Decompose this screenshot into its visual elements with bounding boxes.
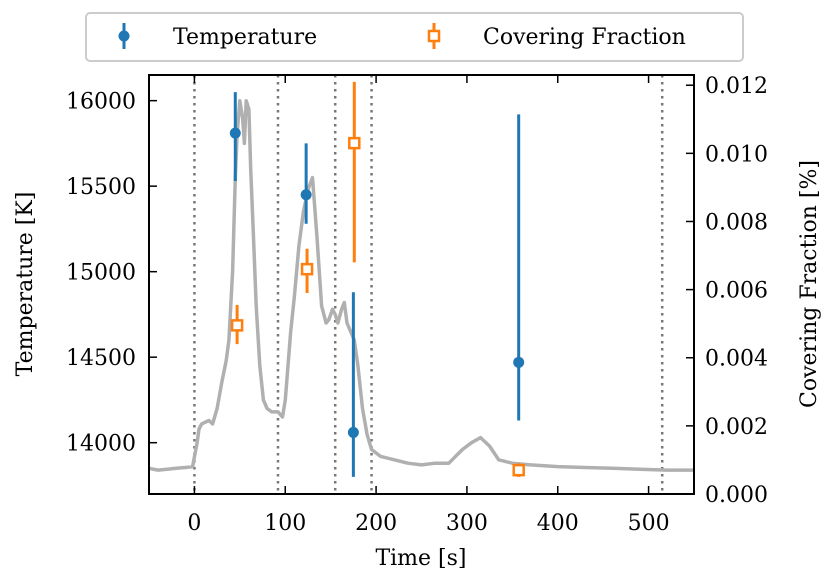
- markers-layer: [229, 127, 525, 477]
- legend-frame: [85, 12, 744, 62]
- right-y-tick-label: 0.002: [705, 415, 768, 440]
- temperature-point: [513, 356, 525, 368]
- x-tick-label: 200: [355, 511, 397, 536]
- right-y-axis-title: Covering Fraction [%]: [797, 160, 822, 408]
- left-y-tick-label: 14000: [66, 432, 136, 457]
- covering-fraction-point: [230, 319, 244, 332]
- x-tick-label: 400: [537, 511, 579, 536]
- covering-fraction-point: [300, 262, 314, 276]
- left-y-tick-label: 15500: [66, 175, 136, 200]
- x-tick-label: 100: [264, 511, 306, 536]
- light-curve-layer: [149, 98, 694, 472]
- left-y-tick-label: 16000: [66, 90, 136, 115]
- legend-covering-fraction-label: Covering Fraction: [483, 25, 686, 50]
- right-y-tick-label: 0.000: [705, 483, 768, 508]
- legend: Temperature Covering Fraction: [85, 12, 744, 62]
- left-y-tick-label: 14500: [66, 346, 136, 371]
- covering-fraction-point: [512, 463, 525, 477]
- legend-temperature-label: Temperature: [173, 25, 317, 50]
- light-curve-line: [149, 98, 694, 472]
- right-y-tick-label: 0.010: [705, 142, 768, 167]
- right-y-tick-label: 0.004: [705, 347, 768, 372]
- x-tick-label: 500: [628, 511, 670, 536]
- temperature-point: [347, 426, 359, 438]
- left-y-tick-label: 15000: [66, 261, 136, 286]
- right-y-axis-ticks: 0.000 0.002 0.004 0.006 0.008 0.010 0.012: [686, 74, 768, 508]
- legend-entry-temperature: Temperature: [118, 23, 317, 50]
- right-y-tick-label: 0.012: [705, 74, 768, 99]
- covering-fraction-point: [348, 136, 361, 150]
- temperature-point: [300, 189, 312, 201]
- x-tick-label: 0: [187, 511, 201, 536]
- left-y-axis-title: Temperature [K]: [13, 192, 38, 377]
- legend-covering-marker: [427, 29, 441, 43]
- x-tick-label: 300: [446, 511, 488, 536]
- right-y-tick-label: 0.006: [705, 279, 768, 304]
- x-axis-title: Time [s]: [375, 546, 466, 571]
- plot-frame: [148, 74, 695, 495]
- x-axis-ticks: 0 100 200 300 400 500: [187, 75, 670, 536]
- legend-temperature-marker: [118, 30, 130, 42]
- legend-entry-covering-fraction: Covering Fraction: [427, 23, 686, 50]
- left-y-axis-ticks: 14000 14500 15000 15500 16000: [66, 90, 157, 457]
- temperature-point: [229, 127, 241, 139]
- right-y-tick-label: 0.008: [705, 210, 768, 235]
